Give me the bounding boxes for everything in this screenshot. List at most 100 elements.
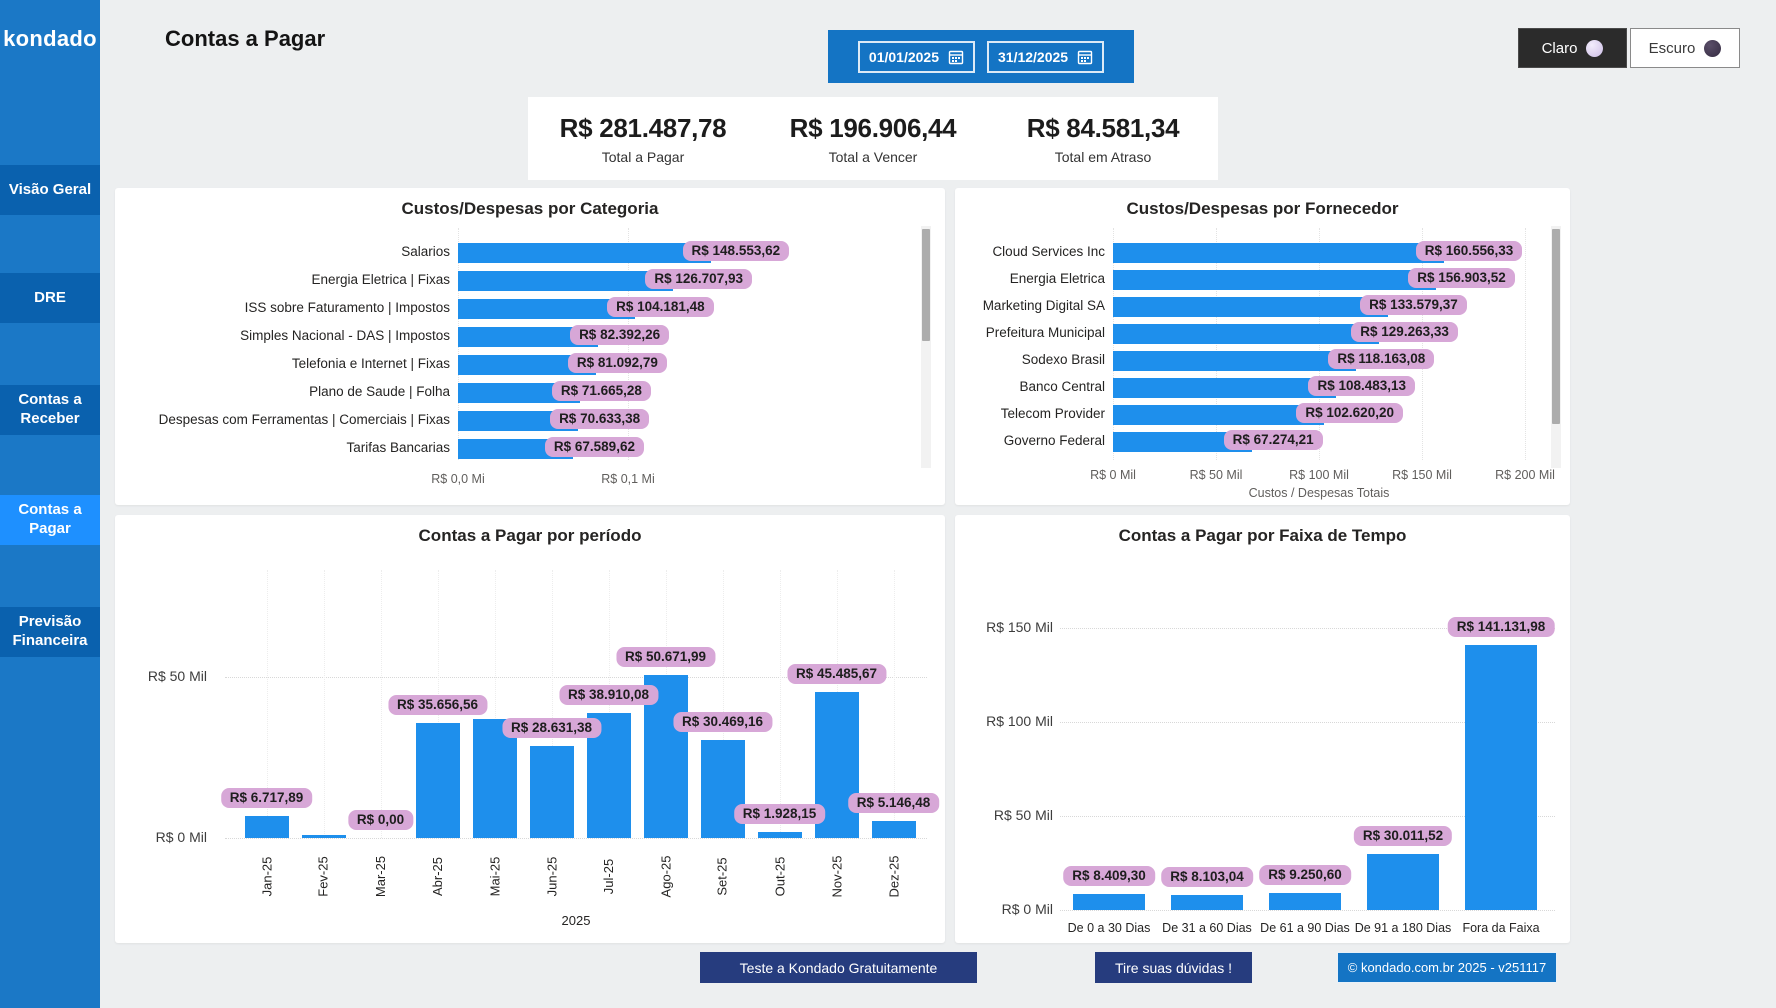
bar-categoria[interactable] (458, 243, 711, 263)
kpi-card: R$ 281.487,78 Total a Pagar R$ 196.906,4… (528, 97, 1218, 180)
sidebar-item-label: Contas a Pagar (18, 501, 82, 537)
x-axis-tick: De 31 a 60 Dias (1162, 921, 1252, 935)
dark-theme-icon (1704, 39, 1722, 57)
trial-cta-button[interactable]: Teste a Kondado Gratuitamente (700, 952, 977, 983)
bar-categoria[interactable] (458, 411, 579, 431)
bar-fornecedor[interactable] (1113, 297, 1389, 317)
date-from-input[interactable]: 01/01/2025 (857, 40, 975, 73)
bar-fornecedor[interactable] (1113, 405, 1325, 425)
page-title: Contas a Pagar (165, 26, 326, 51)
y-axis-tick: R$ 50 Mil (147, 668, 207, 684)
x-axis-tick: R$ 0,0 Mi (431, 472, 485, 486)
categoria-plot-area: R$ 0,0 Mi R$ 0,1 Mi Salarios R$ 148.553,62 E… (115, 188, 945, 505)
bar-value-label: R$ 156.903,52 (1408, 268, 1515, 288)
bar-value-label: R$ 67.589,62 (544, 437, 644, 457)
category-gridline (323, 570, 325, 838)
category-gridline (266, 570, 268, 838)
bar-faixa-de-tempo[interactable] (1269, 892, 1341, 910)
chart-card-faixa-de-tempo: Contas a Pagar por Faixa de Tempo R$ 0 M… (955, 515, 1570, 943)
bar-periodo[interactable] (301, 835, 346, 838)
bar-value-label: R$ 9.250,60 (1259, 864, 1351, 885)
bar-categoria[interactable] (458, 355, 596, 375)
kpi-value: R$ 84.581,34 (1026, 112, 1180, 143)
category-label: Salarios (401, 244, 450, 259)
bar-periodo[interactable] (529, 745, 574, 838)
x-gridline (1113, 228, 1114, 460)
calendar-icon[interactable] (1077, 49, 1093, 65)
x-axis-tick: R$ 0,1 Mi (601, 472, 655, 486)
bar-faixa-de-tempo[interactable] (1073, 894, 1145, 910)
calendar-icon[interactable] (948, 49, 964, 65)
y-gridline (1060, 628, 1555, 629)
sidebar: kondado Visão Geral DRE Contas a Receber… (0, 0, 100, 1008)
x-axis-tick: Jul-25 (600, 858, 616, 895)
sidebar-item-contas-a-pagar[interactable]: Contas a Pagar (0, 495, 100, 545)
bar-value-label: R$ 5.146,48 (847, 793, 940, 814)
bar-periodo[interactable] (472, 718, 517, 838)
x-axis-tick: Jan-25 (259, 856, 274, 897)
theme-light-button[interactable]: Claro (1518, 28, 1627, 68)
sidebar-item-previsao-financeira[interactable]: Previsão Financeira (0, 607, 100, 657)
bar-value-label: R$ 71.665,28 (551, 381, 651, 401)
bar-periodo[interactable] (700, 739, 745, 838)
date-to-input[interactable]: 31/12/2025 (987, 40, 1105, 73)
scrollbar-thumb[interactable] (922, 229, 930, 341)
bar-fornecedor[interactable] (1113, 351, 1357, 371)
bar-fornecedor[interactable] (1113, 378, 1337, 398)
bar-faixa-de-tempo[interactable] (1367, 853, 1439, 910)
bar-value-label: R$ 50.671,99 (615, 646, 716, 667)
periodo-plot-area: R$ 0 Mil R$ 50 Mil R$ 6.717,89 Jan-25 Fev-25… (115, 515, 945, 943)
bar-value-label: R$ 126.707,93 (645, 269, 752, 289)
bar-periodo[interactable] (244, 816, 289, 838)
bar-fornecedor[interactable] (1113, 432, 1252, 452)
x-axis-tick: De 0 a 30 Dias (1067, 921, 1151, 935)
sidebar-item-visao-geral[interactable]: Visão Geral (0, 165, 100, 215)
theme-dark-label: Escuro (1648, 39, 1696, 57)
x-axis-tick: De 61 a 90 Dias (1260, 921, 1350, 935)
x-gridline (1319, 228, 1320, 460)
bar-periodo[interactable] (757, 831, 802, 838)
theme-dark-button[interactable]: Escuro (1630, 28, 1740, 68)
bar-value-label: R$ 70.633,38 (550, 409, 650, 429)
bar-periodo[interactable] (871, 821, 916, 838)
bar-value-label: R$ 104.181,48 (607, 297, 714, 317)
bar-value-label: R$ 108.483,13 (1308, 376, 1416, 396)
questions-cta-button[interactable]: Tire suas dúvidas ! (1095, 952, 1252, 983)
sidebar-item-label: DRE (34, 288, 66, 306)
theme-light-label: Claro (1541, 39, 1578, 57)
bar-periodo[interactable] (415, 723, 460, 838)
bar-categoria[interactable] (458, 439, 573, 459)
x-axis-tick: Nov-25 (828, 855, 844, 898)
y-axis-tick: R$ 50 Mil (993, 807, 1053, 823)
scrollbar-track[interactable] (921, 226, 931, 468)
scrollbar-track[interactable] (1551, 226, 1561, 468)
copyright-badge[interactable]: © kondado.com.br 2025 - v251117 (1337, 952, 1557, 983)
x-axis-title: Custos / Despesas Totais (1248, 486, 1390, 500)
bar-faixa-de-tempo[interactable] (1465, 644, 1537, 910)
category-label: Governo Federal (1003, 433, 1105, 448)
bar-value-label: R$ 160.556,33 (1415, 241, 1523, 261)
sidebar-item-dre[interactable]: DRE (0, 273, 100, 323)
bar-categoria[interactable] (458, 383, 580, 403)
bar-categoria[interactable] (458, 271, 674, 291)
y-gridline (1060, 816, 1555, 817)
sidebar-item-contas-a-receber[interactable]: Contas a Receber (0, 385, 100, 435)
category-gridline (494, 570, 496, 838)
scrollbar-thumb[interactable] (1552, 229, 1560, 424)
bar-faixa-de-tempo[interactable] (1171, 894, 1243, 910)
sidebar-item-label: Contas a Receber (18, 391, 82, 427)
x-axis-tick: Set-25 (715, 857, 730, 896)
category-label: Plano de Saude | Folha (309, 384, 450, 399)
bar-categoria[interactable] (458, 299, 636, 319)
bar-fornecedor[interactable] (1113, 324, 1380, 344)
bar-value-label: R$ 67.274,21 (1223, 430, 1323, 450)
bar-value-label: R$ 118.163,08 (1328, 349, 1435, 369)
bar-categoria[interactable] (458, 327, 599, 347)
y-gridline (1060, 910, 1555, 911)
chart-card-categoria: Custos/Despesas por Categoria R$ 0,0 Mi R… (115, 188, 945, 505)
bar-fornecedor[interactable] (1113, 243, 1444, 263)
bar-fornecedor[interactable] (1113, 270, 1437, 290)
chart-title: Custos/Despesas por Fornecedor (1126, 199, 1399, 218)
x-axis-tick: R$ 100 Mil (1289, 468, 1349, 482)
date-from-value: 01/01/2025 (868, 48, 939, 65)
